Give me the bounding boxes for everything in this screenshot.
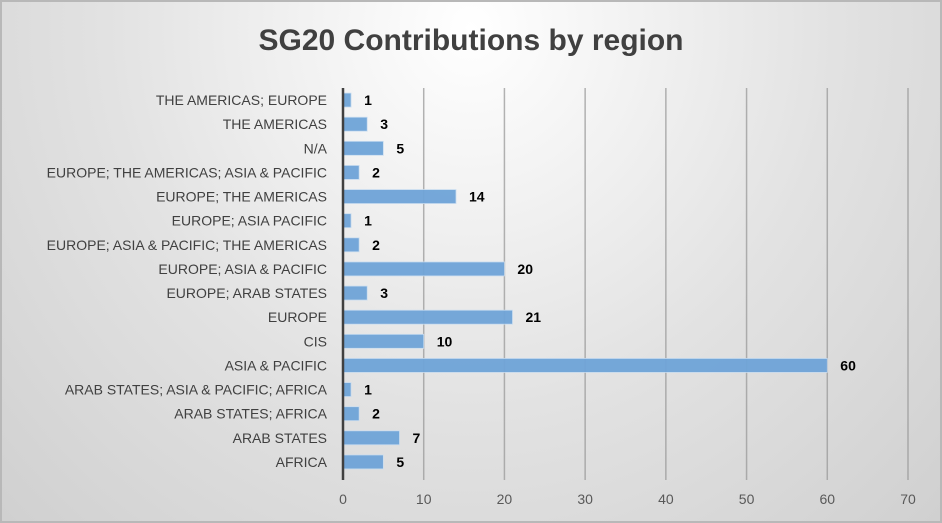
category-label: THE AMERICAS	[223, 116, 327, 132]
data-label: 5	[396, 140, 404, 156]
data-label: 2	[372, 237, 380, 253]
data-label: 21	[526, 309, 542, 325]
bar	[342, 406, 360, 422]
bar	[342, 261, 505, 277]
bar	[342, 285, 368, 301]
bar	[342, 309, 513, 325]
bar	[342, 430, 400, 446]
bar	[342, 116, 368, 132]
bar	[342, 333, 425, 349]
data-label: 2	[372, 164, 380, 180]
chart-title: SG20 Contributions by region	[258, 24, 684, 57]
bar	[342, 140, 384, 156]
category-label: N/A	[304, 140, 328, 156]
bar	[342, 165, 360, 180]
x-tick-label: 20	[497, 491, 513, 507]
category-label: AFRICA	[276, 454, 328, 470]
data-label: 10	[437, 333, 453, 349]
x-tick-label: 60	[819, 491, 835, 507]
data-label: 2	[372, 406, 380, 422]
data-label: 5	[396, 454, 404, 470]
x-tick-label: 0	[339, 491, 347, 507]
category-label: EUROPE; THE AMERICAS	[156, 189, 327, 205]
category-label: EUROPE	[268, 309, 327, 325]
category-label: EUROPE; ASIA PACIFIC	[172, 213, 327, 229]
data-label: 60	[840, 357, 856, 373]
x-tick-label: 70	[900, 491, 916, 507]
x-tick-label: 40	[658, 491, 674, 507]
data-label: 1	[364, 92, 372, 108]
category-label: ARAB STATES; AFRICA	[174, 406, 327, 422]
bar	[342, 189, 457, 204]
bar	[342, 358, 828, 373]
category-label: EUROPE; ASIA & PACIFIC	[158, 261, 327, 277]
data-label: 14	[469, 189, 485, 205]
x-tick-label: 10	[416, 491, 432, 507]
data-label: 3	[380, 116, 388, 132]
category-label: ARAB STATES; ASIA & PACIFIC; AFRICA	[65, 382, 328, 398]
data-label: 20	[517, 261, 533, 277]
data-label: 3	[380, 285, 388, 301]
bar	[342, 237, 360, 253]
category-label: ASIA & PACIFIC	[225, 357, 327, 373]
category-label: ARAB STATES	[233, 430, 327, 446]
category-label: CIS	[304, 333, 327, 349]
category-label: EUROPE; ARAB STATES	[166, 285, 327, 301]
data-label: 1	[364, 213, 372, 229]
data-label: 1	[364, 382, 372, 398]
category-label: EUROPE; ASIA & PACIFIC; THE AMERICAS	[47, 237, 327, 253]
category-label: THE AMERICAS; EUROPE	[156, 92, 327, 108]
bar	[342, 454, 384, 470]
data-label: 7	[413, 430, 421, 446]
category-label: EUROPE; THE AMERICAS; ASIA & PACIFIC	[47, 164, 327, 180]
x-tick-label: 30	[577, 491, 593, 507]
x-tick-label: 50	[739, 491, 755, 507]
